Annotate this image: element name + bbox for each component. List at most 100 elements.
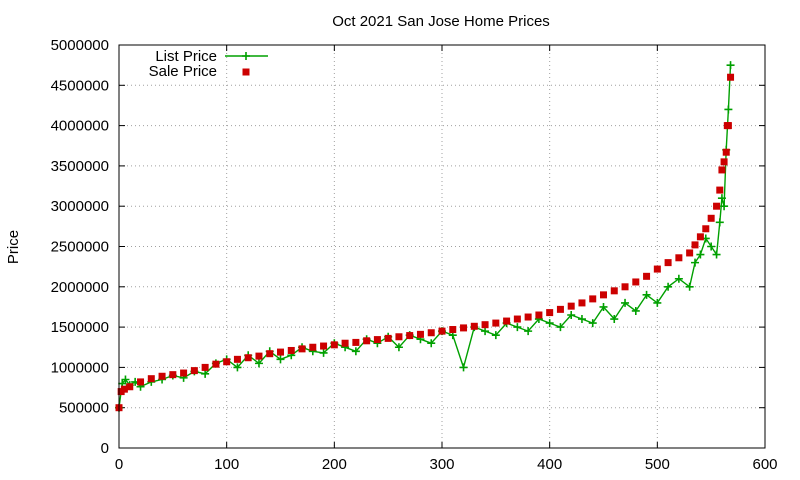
list-price-point (319, 348, 328, 357)
sale-price-point (341, 339, 349, 347)
sale-price-point (363, 337, 371, 345)
x-tick-label: 300 (429, 456, 454, 473)
sale-price-point (503, 317, 511, 325)
list-price-point (707, 242, 716, 251)
sale-price-point (589, 295, 597, 303)
list-price-point (201, 369, 210, 378)
y-tick-label: 4500000 (51, 77, 109, 94)
list-price-point (513, 323, 522, 332)
sale-price-point (406, 332, 414, 340)
sale-price-point (330, 341, 338, 349)
list-price-line (118, 65, 732, 408)
sale-price-point (233, 355, 241, 363)
sale-price-point (724, 122, 732, 130)
sale-price-point (416, 330, 424, 338)
list-price-point (631, 306, 640, 315)
y-tick-label: 2000000 (51, 279, 109, 296)
list-price-point (720, 202, 729, 211)
sale-price-point (546, 309, 554, 317)
sale-price-point (460, 324, 468, 332)
sale-price-point (158, 372, 166, 380)
y-tick-label: 5000000 (51, 37, 109, 54)
sale-price-point (722, 148, 730, 156)
sale-price-point (287, 346, 295, 354)
sale-price-point (664, 259, 672, 267)
sale-price-point (513, 315, 521, 323)
sale-price-point (266, 350, 274, 358)
list-price-point (664, 282, 673, 291)
list-price-point (481, 327, 490, 336)
list-price-point (610, 315, 619, 324)
list-price-point (233, 363, 242, 372)
plot-frame (118, 44, 766, 449)
list-price-point (685, 282, 694, 291)
sale-price-point (180, 369, 188, 377)
y-tick-label: 3000000 (51, 198, 109, 215)
sale-price-point (643, 272, 651, 280)
list-price-point (653, 298, 662, 307)
list-price-point (394, 343, 403, 352)
sale-price-point (137, 378, 145, 386)
sale-price-point (309, 343, 317, 351)
sale-price-point (567, 302, 575, 310)
sale-price-point (481, 321, 489, 329)
list-price-point (726, 61, 735, 70)
sale-price-point (120, 385, 128, 393)
list-price-point (588, 319, 597, 328)
sale-price-point (201, 363, 209, 371)
list-price-point (712, 250, 721, 259)
sale-price-point (653, 265, 661, 273)
list-price-point (491, 331, 500, 340)
sale-price-point (686, 249, 694, 257)
sale-price-point (470, 322, 478, 330)
x-tick-label: 600 (752, 456, 777, 473)
grid-lines (119, 45, 765, 448)
sale-price-point (147, 375, 155, 383)
x-tick-label: 200 (322, 456, 347, 473)
series-layer (115, 61, 735, 412)
legend-label-sale-price: Sale Price (149, 63, 217, 80)
list-price-point (351, 347, 360, 356)
list-price-point (696, 250, 705, 259)
x-tick-label: 500 (645, 456, 670, 473)
sale-price-point (535, 311, 543, 319)
sale-price-point (126, 383, 134, 391)
x-tick-label: 0 (115, 456, 123, 473)
list-price-point (524, 327, 533, 336)
list-price-point (674, 274, 683, 283)
list-price-point (724, 105, 733, 114)
list-price-point (254, 359, 263, 368)
sale-price-point (578, 299, 586, 307)
y-tick-label: 4000000 (51, 118, 109, 135)
legend-marker-sale-price (242, 68, 250, 76)
sale-price-point (373, 336, 381, 344)
sale-price-point (727, 73, 735, 81)
y-tick-label: 2500000 (51, 239, 109, 256)
list-price-point (567, 311, 576, 320)
legend-label-list-price: List Price (155, 48, 217, 65)
x-tick-label: 100 (214, 456, 239, 473)
sale-price-point (190, 367, 198, 375)
y-tick-label: 1000000 (51, 359, 109, 376)
sale-price-point (524, 313, 532, 321)
sale-price-point (675, 254, 683, 262)
sale-price-point (438, 327, 446, 335)
list-price-point (621, 298, 630, 307)
sale-price-point (169, 371, 177, 379)
sale-price-point (707, 214, 715, 222)
axis-ticks: 0 500000 1000000 1500000 2000000 2500000 30000… (51, 37, 778, 473)
list-price-point (556, 323, 565, 332)
sale-price-point (352, 338, 360, 346)
sale-price-point (277, 348, 284, 356)
sale-price-point (632, 278, 640, 286)
sale-price-point (255, 352, 263, 360)
list-price-point (715, 218, 724, 227)
sale-price-point (718, 166, 726, 174)
chart-title: Oct 2021 San Jose Home Prices (332, 13, 550, 30)
list-price-point (121, 375, 130, 384)
sale-price-point (691, 241, 699, 249)
list-price-point (545, 319, 554, 328)
y-tick-label: 500000 (59, 400, 109, 417)
sale-price-point (702, 225, 710, 233)
